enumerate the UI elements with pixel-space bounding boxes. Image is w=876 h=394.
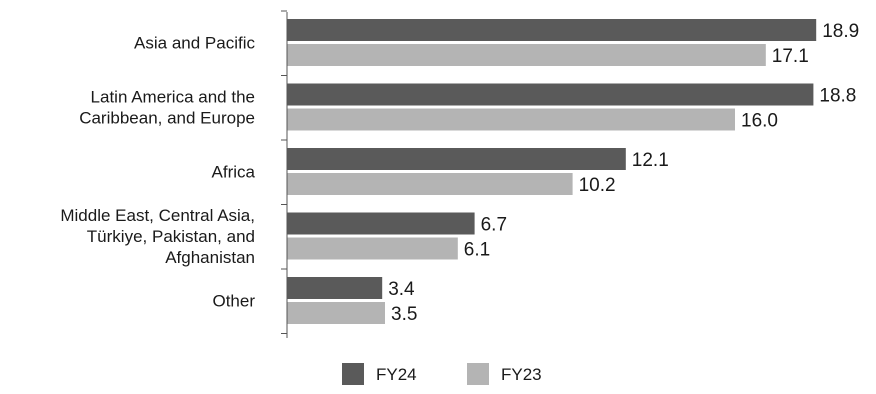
data-label: 18.8 bbox=[819, 86, 856, 107]
bar-fy23 bbox=[287, 302, 385, 324]
bar-fy23 bbox=[287, 237, 458, 260]
legend-label-fy24: FY24 bbox=[376, 365, 417, 384]
data-label: 3.4 bbox=[388, 279, 415, 300]
value-labels: 18.9 17.1 18.8 16.0 12.1 10.2 6.7 6.1 3.4 3.5 bbox=[388, 21, 859, 325]
data-label: 18.9 bbox=[822, 21, 859, 42]
category-label: Other bbox=[212, 292, 255, 311]
legend-swatch-fy23 bbox=[467, 363, 489, 385]
category-label-line: Türkiye, Pakistan, and bbox=[87, 227, 255, 246]
data-label: 6.7 bbox=[481, 215, 507, 236]
bar-fy23 bbox=[287, 173, 573, 195]
data-label: 16.0 bbox=[741, 111, 778, 132]
data-label: 3.5 bbox=[391, 304, 417, 325]
data-label: 12.1 bbox=[632, 150, 669, 171]
y-axis bbox=[281, 10, 288, 338]
bar-fy24 bbox=[287, 212, 475, 235]
data-label: 17.1 bbox=[772, 46, 809, 67]
category-label: Africa bbox=[212, 163, 256, 182]
category-label: Latin America and the Caribbean, and Euro… bbox=[79, 88, 255, 128]
legend-label-fy23: FY23 bbox=[501, 365, 542, 384]
category-label-line: Latin America and the bbox=[91, 88, 255, 107]
category-label-line: Other bbox=[212, 292, 255, 311]
category-labels: Asia and Pacific Latin America and the Car… bbox=[60, 34, 255, 311]
bar-fy24 bbox=[287, 148, 626, 170]
category-label: Asia and Pacific bbox=[134, 34, 255, 53]
bar-fy24 bbox=[287, 19, 817, 41]
data-label: 6.1 bbox=[464, 240, 490, 261]
bar-fy24 bbox=[287, 277, 383, 299]
data-label: 10.2 bbox=[579, 175, 616, 196]
bar-fy23 bbox=[287, 108, 735, 131]
legend: FY24 FY23 bbox=[342, 363, 542, 385]
category-label: Middle East, Central Asia, Türkiye, Pakis… bbox=[60, 206, 255, 267]
bars-layer bbox=[287, 19, 817, 324]
category-label-line: Asia and Pacific bbox=[134, 34, 255, 53]
category-label-line: Afghanistan bbox=[165, 248, 255, 267]
category-label-line: Middle East, Central Asia, bbox=[60, 206, 255, 225]
category-label-line: Africa bbox=[212, 163, 256, 182]
bar-fy24 bbox=[287, 83, 814, 106]
bar-fy23 bbox=[287, 44, 766, 66]
legend-swatch-fy24 bbox=[342, 363, 364, 385]
category-label-line: Caribbean, and Europe bbox=[79, 109, 255, 128]
